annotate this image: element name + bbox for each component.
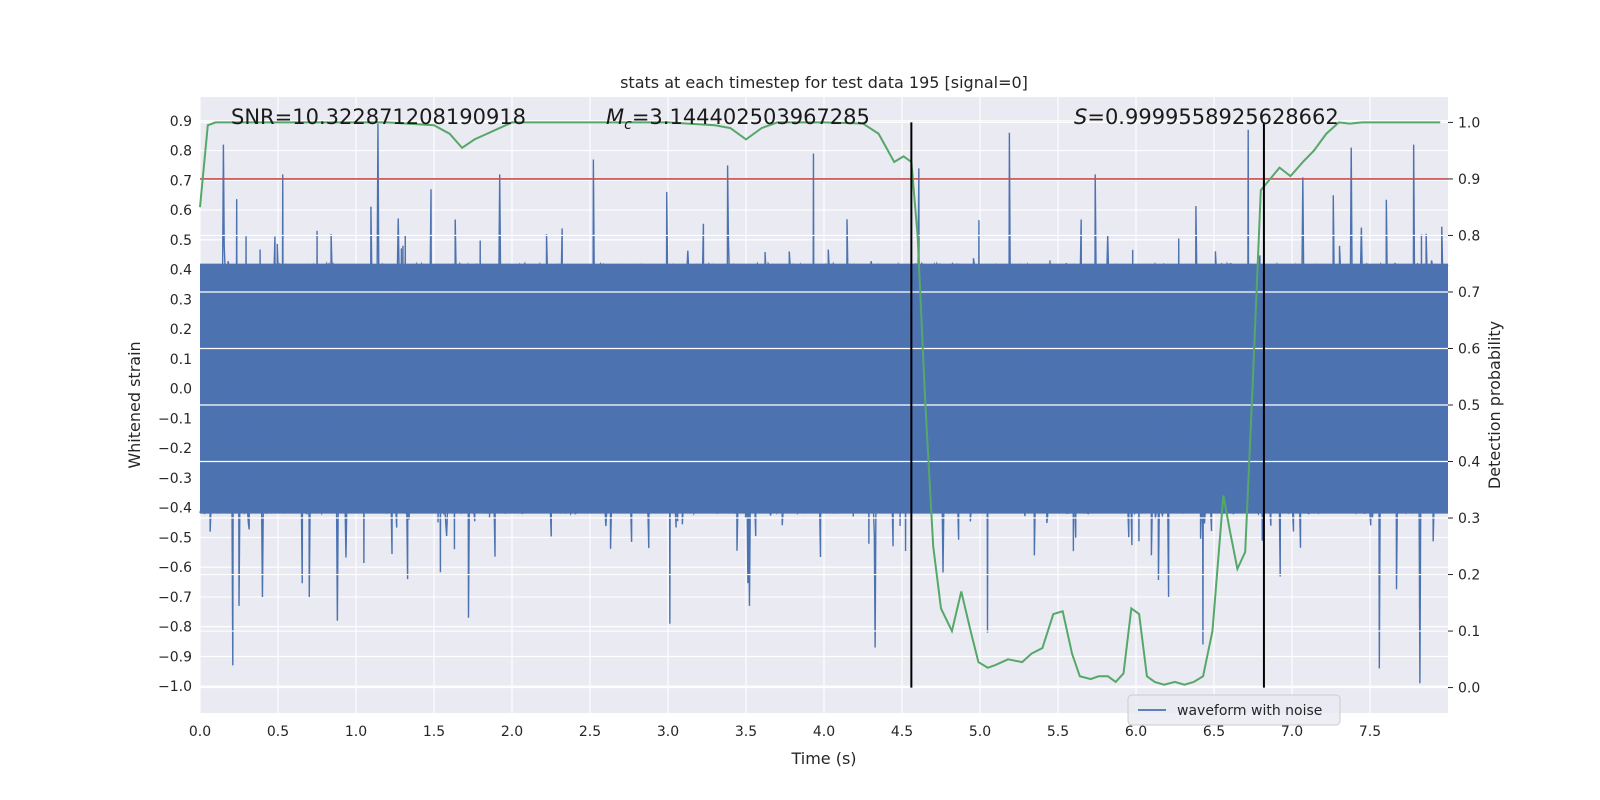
x-tick-label: 1.0 (345, 724, 367, 740)
chirp-mass-value: =3.144402503967285 (632, 105, 870, 129)
score-annotation: S=0.9999558925628662 (1074, 105, 1339, 129)
y2-tick-label: 0.8 (1458, 228, 1480, 244)
y-tick-label: −0.1 (158, 411, 192, 427)
x-tick-label: 7.0 (1281, 724, 1303, 740)
y-tick-label: −0.9 (158, 649, 192, 665)
legend-label-waveform: waveform with noise (1177, 703, 1322, 719)
y2-axis-label: Detection probability (1485, 321, 1504, 489)
y-tick-label: −0.7 (158, 590, 192, 606)
x-tick-label: 5.0 (969, 724, 991, 740)
y2-tick-label: 0.3 (1458, 511, 1480, 527)
y-tick-label: −0.4 (158, 501, 192, 517)
y2-tick-label: 0.9 (1458, 172, 1480, 188)
y-tick-label: −0.3 (158, 471, 192, 487)
y-tick-label: 0.8 (170, 144, 192, 160)
y-tick-label: 0.6 (170, 203, 192, 219)
x-tick-label: 6.0 (1125, 724, 1147, 740)
y2-tick-label: 0.0 (1458, 681, 1480, 697)
x-tick-label: 2.5 (579, 724, 601, 740)
x-tick-label: 7.5 (1359, 724, 1381, 740)
y2-tick-label: 0.4 (1458, 455, 1480, 471)
x-tick-label: 4.0 (813, 724, 835, 740)
y-axis-label: Whitened strain (125, 341, 144, 468)
y-tick-label: 0.5 (170, 233, 192, 249)
score-value: =0.9999558925628662 (1087, 105, 1338, 129)
legend-box (1127, 694, 1341, 726)
x-tick-label: 6.5 (1203, 724, 1225, 740)
legend: waveform with noise (1127, 694, 1341, 726)
probability-line (199, 121, 1441, 686)
x-tick-label: 2.0 (501, 724, 523, 740)
y-tick-label: 0.4 (170, 263, 192, 279)
snr-annotation: SNR=10.322871208190918 (231, 105, 526, 129)
y-tick-label: −0.6 (158, 560, 192, 576)
y-tick-label: 0.9 (170, 114, 192, 130)
y-tick-label: −1.0 (158, 679, 192, 695)
y-tick-label: 0.2 (170, 322, 192, 338)
y-tick-label: 0.3 (170, 292, 192, 308)
chart-title: stats at each timestep for test data 195… (620, 73, 1028, 92)
y-tick-label: 0.1 (170, 352, 192, 368)
y2-tick-label: 0.1 (1458, 624, 1480, 640)
x-tick-label: 0.5 (267, 724, 289, 740)
y-tick-label: −0.2 (158, 441, 192, 457)
x-axis-label: Time (s) (790, 749, 856, 768)
y2-tick-label: 0.7 (1458, 285, 1480, 301)
y2-axis-ticks: 1.0 0.9 0.8 0.7 0.6 0.5 0.4 0.3 0.2 0.1 0.0 (1448, 115, 1480, 697)
y-tick-label: 0.0 (170, 382, 192, 398)
waveform-series (199, 123, 1449, 684)
x-tick-label: 5.5 (1047, 724, 1069, 740)
y-tick-label: −0.5 (158, 530, 192, 546)
waveform-line (199, 123, 1449, 684)
x-tick-label: 1.5 (423, 724, 445, 740)
y-tick-label: 0.7 (170, 173, 192, 189)
y-axis-ticks: 0.9 0.8 0.7 0.6 0.5 0.4 0.3 0.2 0.1 0.0 −0.1 −0.2 −0… (158, 114, 192, 695)
probability-series (199, 121, 1441, 686)
y2-tick-label: 1.0 (1458, 115, 1480, 131)
chirp-mass-subscript: c (624, 117, 632, 133)
x-axis-ticks: 0.0 0.5 1.0 1.5 2.0 2.5 3.0 3.5 4.0 4.5 5.0 5.5 6.0 6… (189, 724, 1381, 740)
x-tick-label: 3.5 (735, 724, 757, 740)
chirp-mass-symbol: M (606, 105, 624, 129)
y2-tick-label: 0.6 (1458, 341, 1480, 357)
x-tick-label: 0.0 (189, 724, 211, 740)
vertical-marker-lines (910, 122, 1265, 688)
y-tick-label: −0.8 (158, 620, 192, 636)
x-tick-label: 4.5 (891, 724, 913, 740)
chirp-mass-annotation: Mc=3.144402503967285 (606, 105, 870, 133)
y2-tick-label: 0.5 (1458, 398, 1480, 414)
score-symbol: S (1074, 105, 1087, 129)
x-tick-label: 3.0 (657, 724, 679, 740)
y2-tick-label: 0.2 (1458, 568, 1480, 584)
